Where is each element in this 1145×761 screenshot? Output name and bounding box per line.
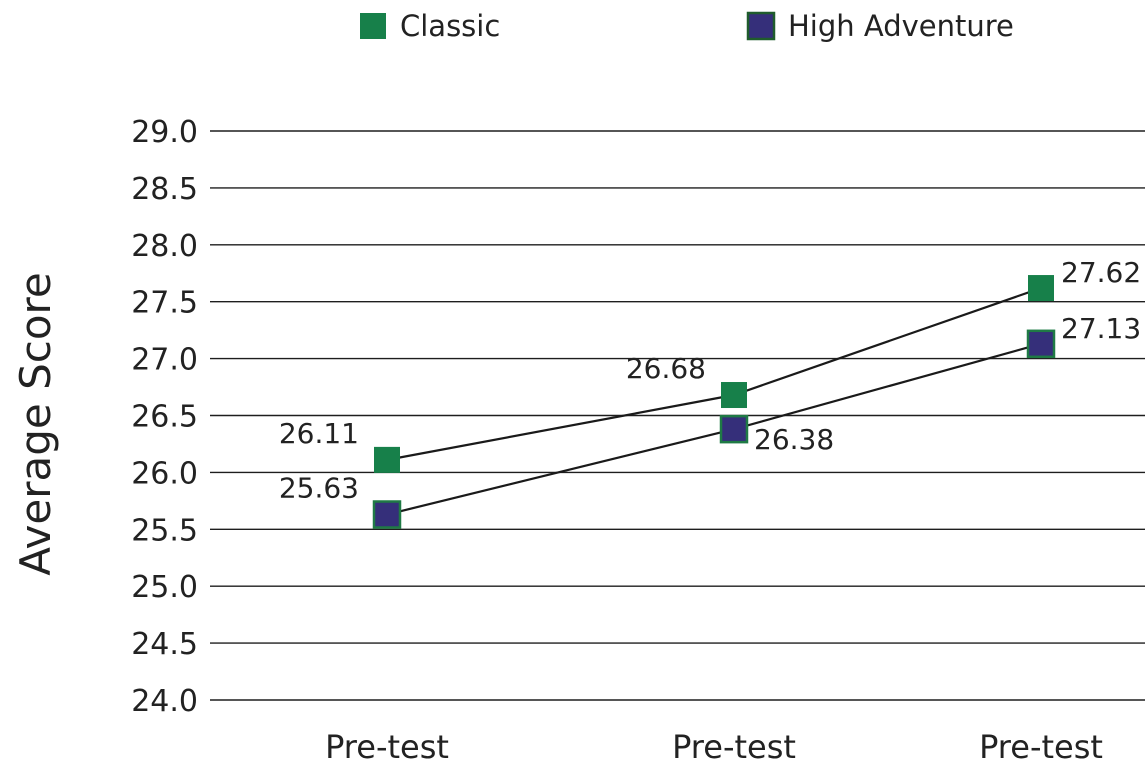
y-tick-label: 29.0 <box>131 115 198 150</box>
data-marker <box>1026 329 1056 359</box>
y-tick-label: 28.0 <box>131 229 198 264</box>
y-tick-label: 26.0 <box>131 456 198 491</box>
x-category-label: Pre-test <box>672 728 796 761</box>
y-axis-title: Average Score <box>11 272 60 575</box>
legend-label: Classic <box>400 9 500 43</box>
y-tick-label: 25.5 <box>131 513 198 548</box>
y-tick-label: 27.5 <box>131 286 198 321</box>
y-axis-tick-labels: 24.0 24.5 25.0 25.5 26.0 26.5 27.0 27.5 28.0 28.5… <box>131 115 198 719</box>
y-tick-label: 24.0 <box>131 684 198 719</box>
y-tick-label: 27.0 <box>131 343 198 378</box>
data-label: 26.38 <box>754 423 834 456</box>
x-axis-category-labels: Pre-test Pre-test Pre-test <box>325 728 1103 761</box>
data-marker <box>374 446 400 473</box>
series-lines <box>386 287 1042 516</box>
data-marker <box>719 414 749 444</box>
data-label: 26.68 <box>626 352 706 385</box>
data-label: 25.63 <box>279 472 359 505</box>
legend-label: High Adventure <box>788 9 1014 43</box>
data-marker <box>372 500 402 529</box>
legend: Classic High Adventure <box>360 9 1014 43</box>
data-marker <box>1028 275 1054 302</box>
series-line <box>386 342 1042 516</box>
y-tick-label: 24.5 <box>131 627 198 662</box>
y-tick-label: 26.5 <box>131 400 198 435</box>
data-labels: 26.11 26.68 27.62 25.63 26.38 27.13 <box>279 256 1141 504</box>
legend-swatch <box>360 13 386 39</box>
y-tick-label: 25.0 <box>131 570 198 605</box>
y-tick-label: 28.5 <box>131 172 198 207</box>
data-label: 26.11 <box>279 417 359 450</box>
x-category-label: Pre-test <box>325 728 449 761</box>
x-category-label: Pre-test <box>979 728 1103 761</box>
legend-swatch <box>746 11 776 41</box>
data-label: 27.62 <box>1061 256 1141 289</box>
gridlines <box>210 130 1145 701</box>
series-markers <box>372 275 1056 529</box>
data-marker <box>721 382 747 409</box>
data-label: 27.13 <box>1061 312 1141 345</box>
